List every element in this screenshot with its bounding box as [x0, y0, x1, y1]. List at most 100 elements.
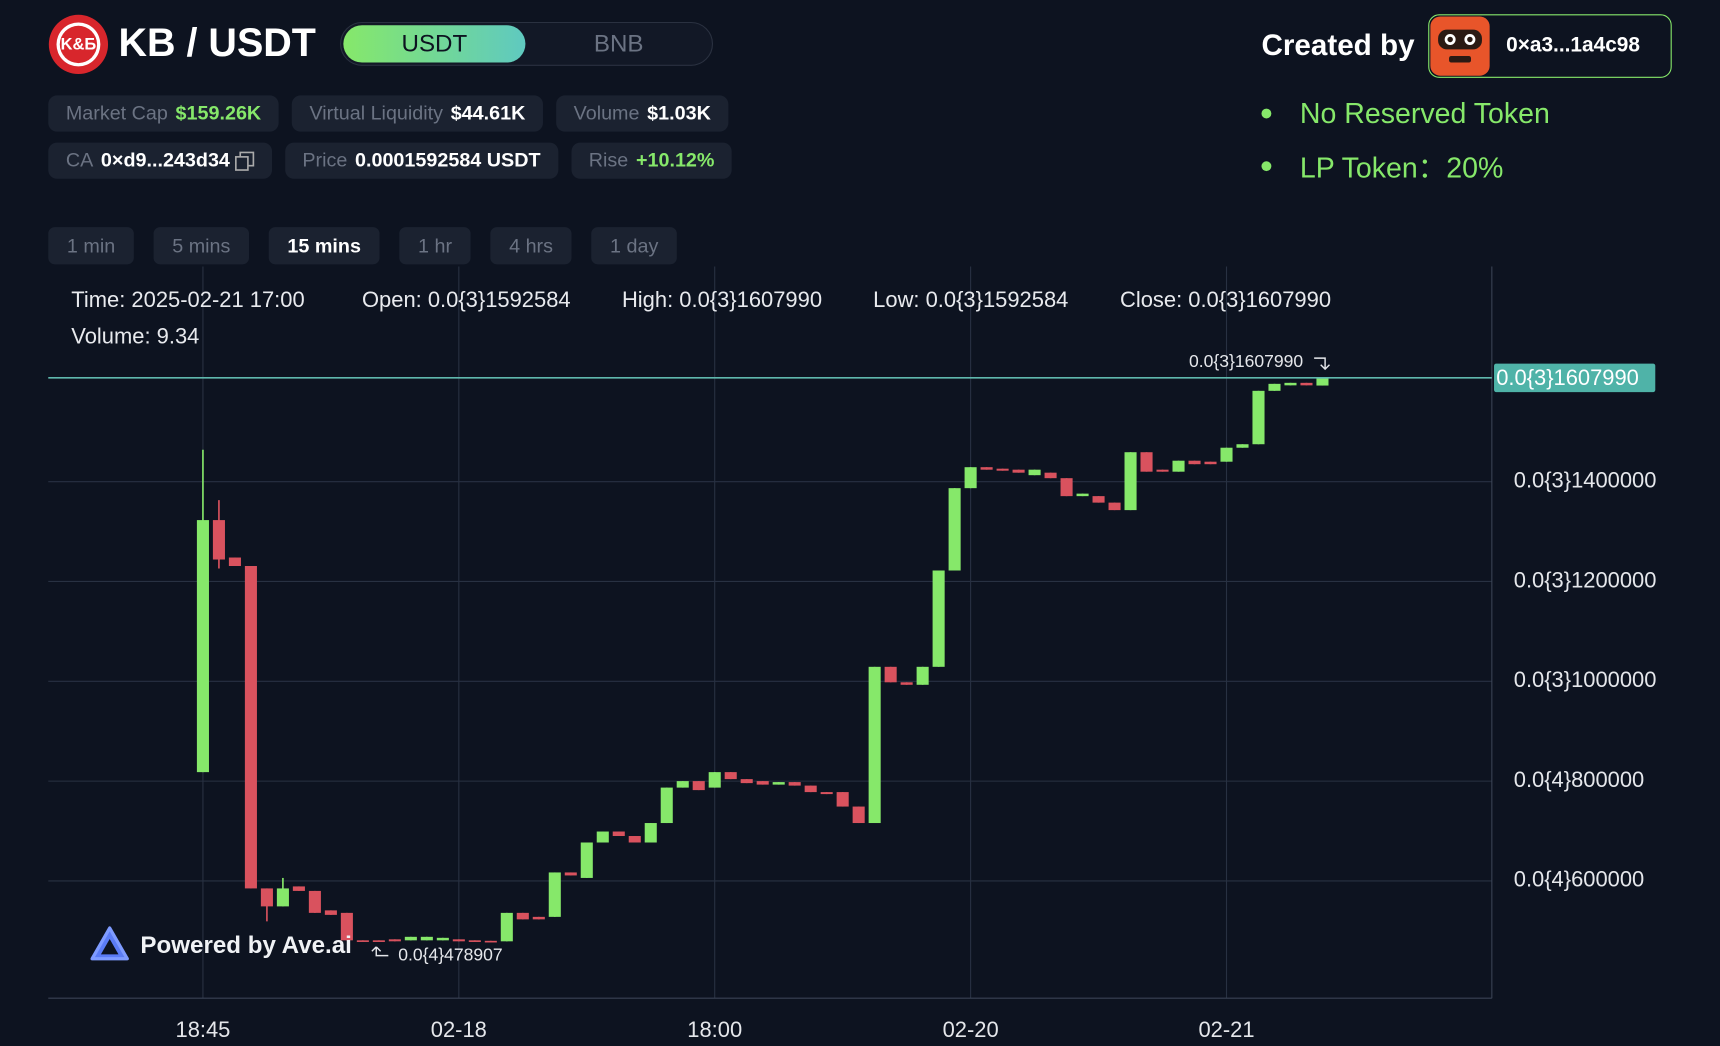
- creator-chip[interactable]: 0×a3...1a4c98: [1428, 14, 1672, 78]
- feature: No Reserved Token: [1261, 96, 1550, 131]
- interval[interactable]: 1 min: [48, 227, 134, 265]
- tooltip-open: Open: 0.0{3}1592584: [361, 288, 571, 313]
- stat-value: 0.0001592584 USDT: [354, 149, 541, 172]
- stat: Volume $1.03K: [556, 95, 729, 132]
- candle-body: [500, 912, 513, 942]
- candle-body: [452, 939, 465, 942]
- tab-usdt[interactable]: USDT: [343, 25, 526, 63]
- interval[interactable]: 4 hrs: [490, 227, 572, 265]
- candle-body: [1300, 382, 1313, 386]
- logo-text: K&Б: [61, 35, 97, 53]
- interval[interactable]: 1 day: [591, 227, 678, 265]
- candle-body: [260, 888, 273, 907]
- stat-label: CA: [65, 149, 94, 172]
- feature-text: No Reserved Token: [1299, 96, 1550, 130]
- logo: K&Б: [48, 14, 109, 75]
- candle-body: [964, 467, 977, 489]
- currency-switch: USDT BNB: [340, 21, 714, 66]
- candle-body: [660, 787, 673, 824]
- y-tick-label: 0.0{4}600000: [1514, 867, 1644, 892]
- candle-body: [1108, 502, 1121, 511]
- candle-body: [1076, 493, 1089, 497]
- low-annotation: 0.0{4}478907: [398, 944, 502, 964]
- candle-body: [388, 939, 401, 942]
- interval[interactable]: 1 hr: [399, 227, 471, 265]
- stat: CA 0×d9...243d34: [48, 142, 272, 179]
- candle-body: [340, 912, 353, 941]
- candle-body: [1124, 452, 1137, 511]
- candle-body: [788, 782, 801, 786]
- candle-body: [708, 772, 721, 788]
- interval[interactable]: 5 mins: [153, 227, 250, 265]
- stats-row: CA 0×d9...243d34 Price 0.0001592584 USDT R…: [48, 142, 733, 179]
- y-tick-label: 0.0{4}800000: [1514, 767, 1644, 792]
- tooltip-volume: Volume: 9.34: [71, 324, 200, 349]
- candle-body: [724, 772, 737, 780]
- stat: Market Cap $159.26K: [48, 95, 279, 132]
- candle-body: [804, 785, 817, 793]
- tooltip-time: Time: 2025-02-21 17:00: [71, 288, 305, 313]
- candle-body: [516, 912, 529, 920]
- candle-body: [868, 666, 881, 824]
- candle-body: [372, 940, 385, 942]
- candle-body: [292, 886, 305, 891]
- high-arrow: [1314, 357, 1330, 371]
- candle-body: [1044, 472, 1057, 479]
- candle-body: [644, 823, 657, 843]
- candle-body: [468, 940, 481, 942]
- candle-body: [948, 488, 961, 571]
- stat-label: Rise: [588, 149, 629, 172]
- tooltip-close: Close: 0.0{3}1607990: [1119, 288, 1332, 313]
- candle-body: [1236, 444, 1249, 448]
- candle-body: [196, 520, 209, 773]
- candle-body: [308, 890, 321, 913]
- candle-body: [532, 916, 545, 920]
- candle-body: [244, 566, 257, 889]
- y-tick-label: 0.0{3}1000000: [1514, 667, 1657, 692]
- stat-value: $159.26K: [175, 102, 262, 124]
- candle-body: [548, 872, 561, 917]
- candle-body: [1316, 377, 1329, 386]
- candle-body: [1188, 460, 1201, 465]
- tooltip-low: Low: 0.0{3}1592584: [873, 288, 1069, 313]
- stat-label: Market Cap: [65, 102, 168, 124]
- candle-body: [1284, 382, 1297, 386]
- candle-body: [564, 872, 577, 876]
- x-tick-label: 02-21: [1198, 1017, 1254, 1042]
- low-arrow: [371, 946, 389, 957]
- candle-body: [772, 782, 785, 785]
- high-annotation: 0.0{3}1607990: [1189, 351, 1303, 371]
- stat-value: $1.03K: [647, 102, 711, 124]
- candle-body: [1092, 496, 1105, 503]
- candle-body: [580, 842, 593, 878]
- x-tick-label: 18:00: [687, 1017, 742, 1042]
- tab-bnb[interactable]: BNB: [593, 29, 644, 58]
- candle-body: [628, 836, 641, 843]
- creator-avatar: [1430, 16, 1490, 76]
- candle-body: [404, 936, 417, 941]
- interval[interactable]: 15 mins: [268, 227, 380, 265]
- candle-body: [420, 936, 433, 941]
- candle-body: [228, 557, 241, 567]
- candle-body: [436, 937, 449, 941]
- interval-bar: 1 min 5 mins 15 mins 1 hr 4 hrs 1 day: [48, 227, 678, 265]
- candle-body: [932, 570, 945, 667]
- candle-body: [1268, 383, 1281, 391]
- pair-title: KB / USDT: [118, 19, 316, 65]
- candle-body: [1012, 469, 1025, 473]
- candle-body: [756, 781, 769, 785]
- feature-text: LP Token：20%: [1299, 151, 1504, 185]
- candle-body: [980, 467, 993, 470]
- stat-label: Price: [302, 149, 348, 172]
- x-tick-label: 02-18: [431, 1017, 487, 1042]
- candle-body: [676, 781, 689, 788]
- candle-body: [276, 888, 289, 907]
- candle-body: [900, 682, 913, 685]
- stat: Rise +10.12%: [571, 142, 733, 179]
- stat-label: Volume: [573, 102, 640, 124]
- copy-icon[interactable]: [234, 151, 254, 171]
- candle-body: [820, 792, 833, 795]
- feature: LP Token：20%: [1261, 146, 1503, 187]
